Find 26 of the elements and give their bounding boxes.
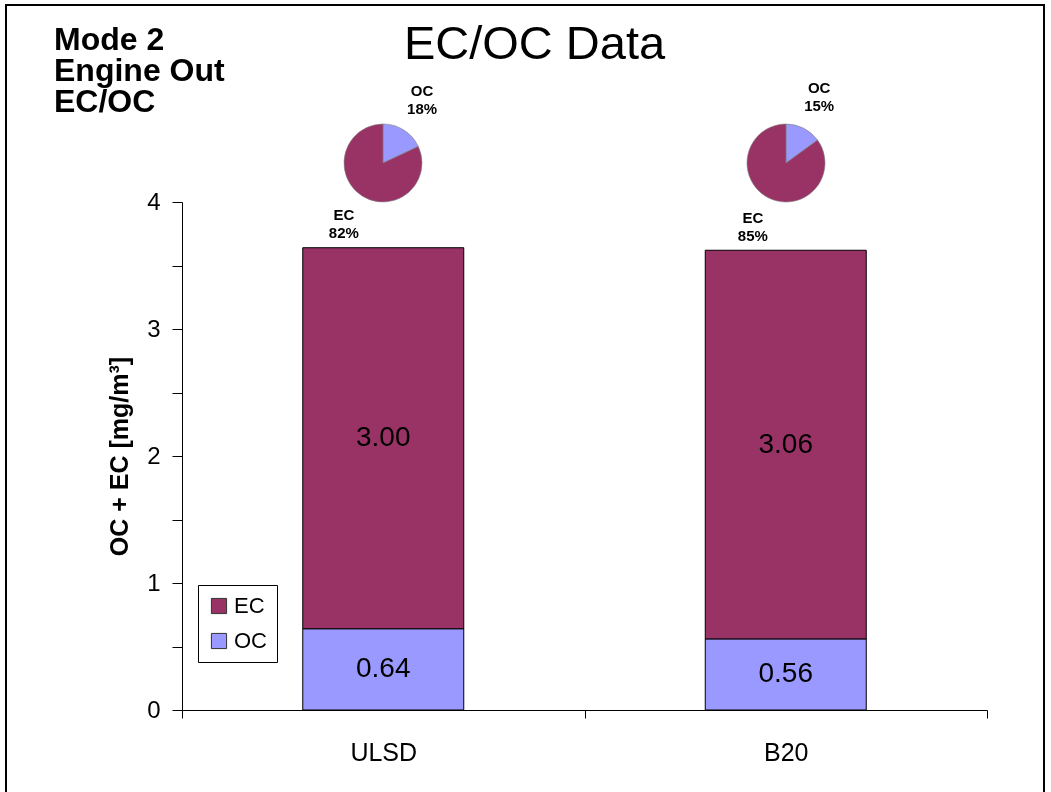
data-label: 15% <box>803 96 834 114</box>
x-tick-label: ULSD <box>350 737 418 766</box>
text: Mode 2 <box>54 21 166 57</box>
x-tick-label: B20 <box>764 737 809 766</box>
y-tick-label: 3 <box>147 314 161 342</box>
data-label: 82% <box>329 223 360 241</box>
y-tick-label: 0 <box>147 695 161 723</box>
pie-slice <box>746 123 826 203</box>
slice-label: EC <box>742 209 764 227</box>
chart-title: EC/OC Data <box>403 16 666 69</box>
data-label: 0.56 <box>758 657 813 689</box>
y-tick-label: 2 <box>147 441 161 469</box>
data-label: 3.06 <box>758 427 813 459</box>
legend-label: EC <box>234 593 265 618</box>
legend-label: OC <box>234 628 268 653</box>
data-label: 0.64 <box>356 652 411 684</box>
y-tick-label: 1 <box>147 568 161 596</box>
slice-label: OC <box>411 82 434 100</box>
data-label: 18% <box>407 100 438 118</box>
data-label: 3.00 <box>356 421 411 453</box>
slice-label: EC <box>333 205 355 223</box>
y-axis-title: OC + EC [mg/m³] <box>105 356 134 557</box>
pie-slice <box>343 123 423 203</box>
data-label: 85% <box>737 227 768 245</box>
y-tick-label: 4 <box>147 187 161 215</box>
slice-label: OC <box>807 78 831 96</box>
